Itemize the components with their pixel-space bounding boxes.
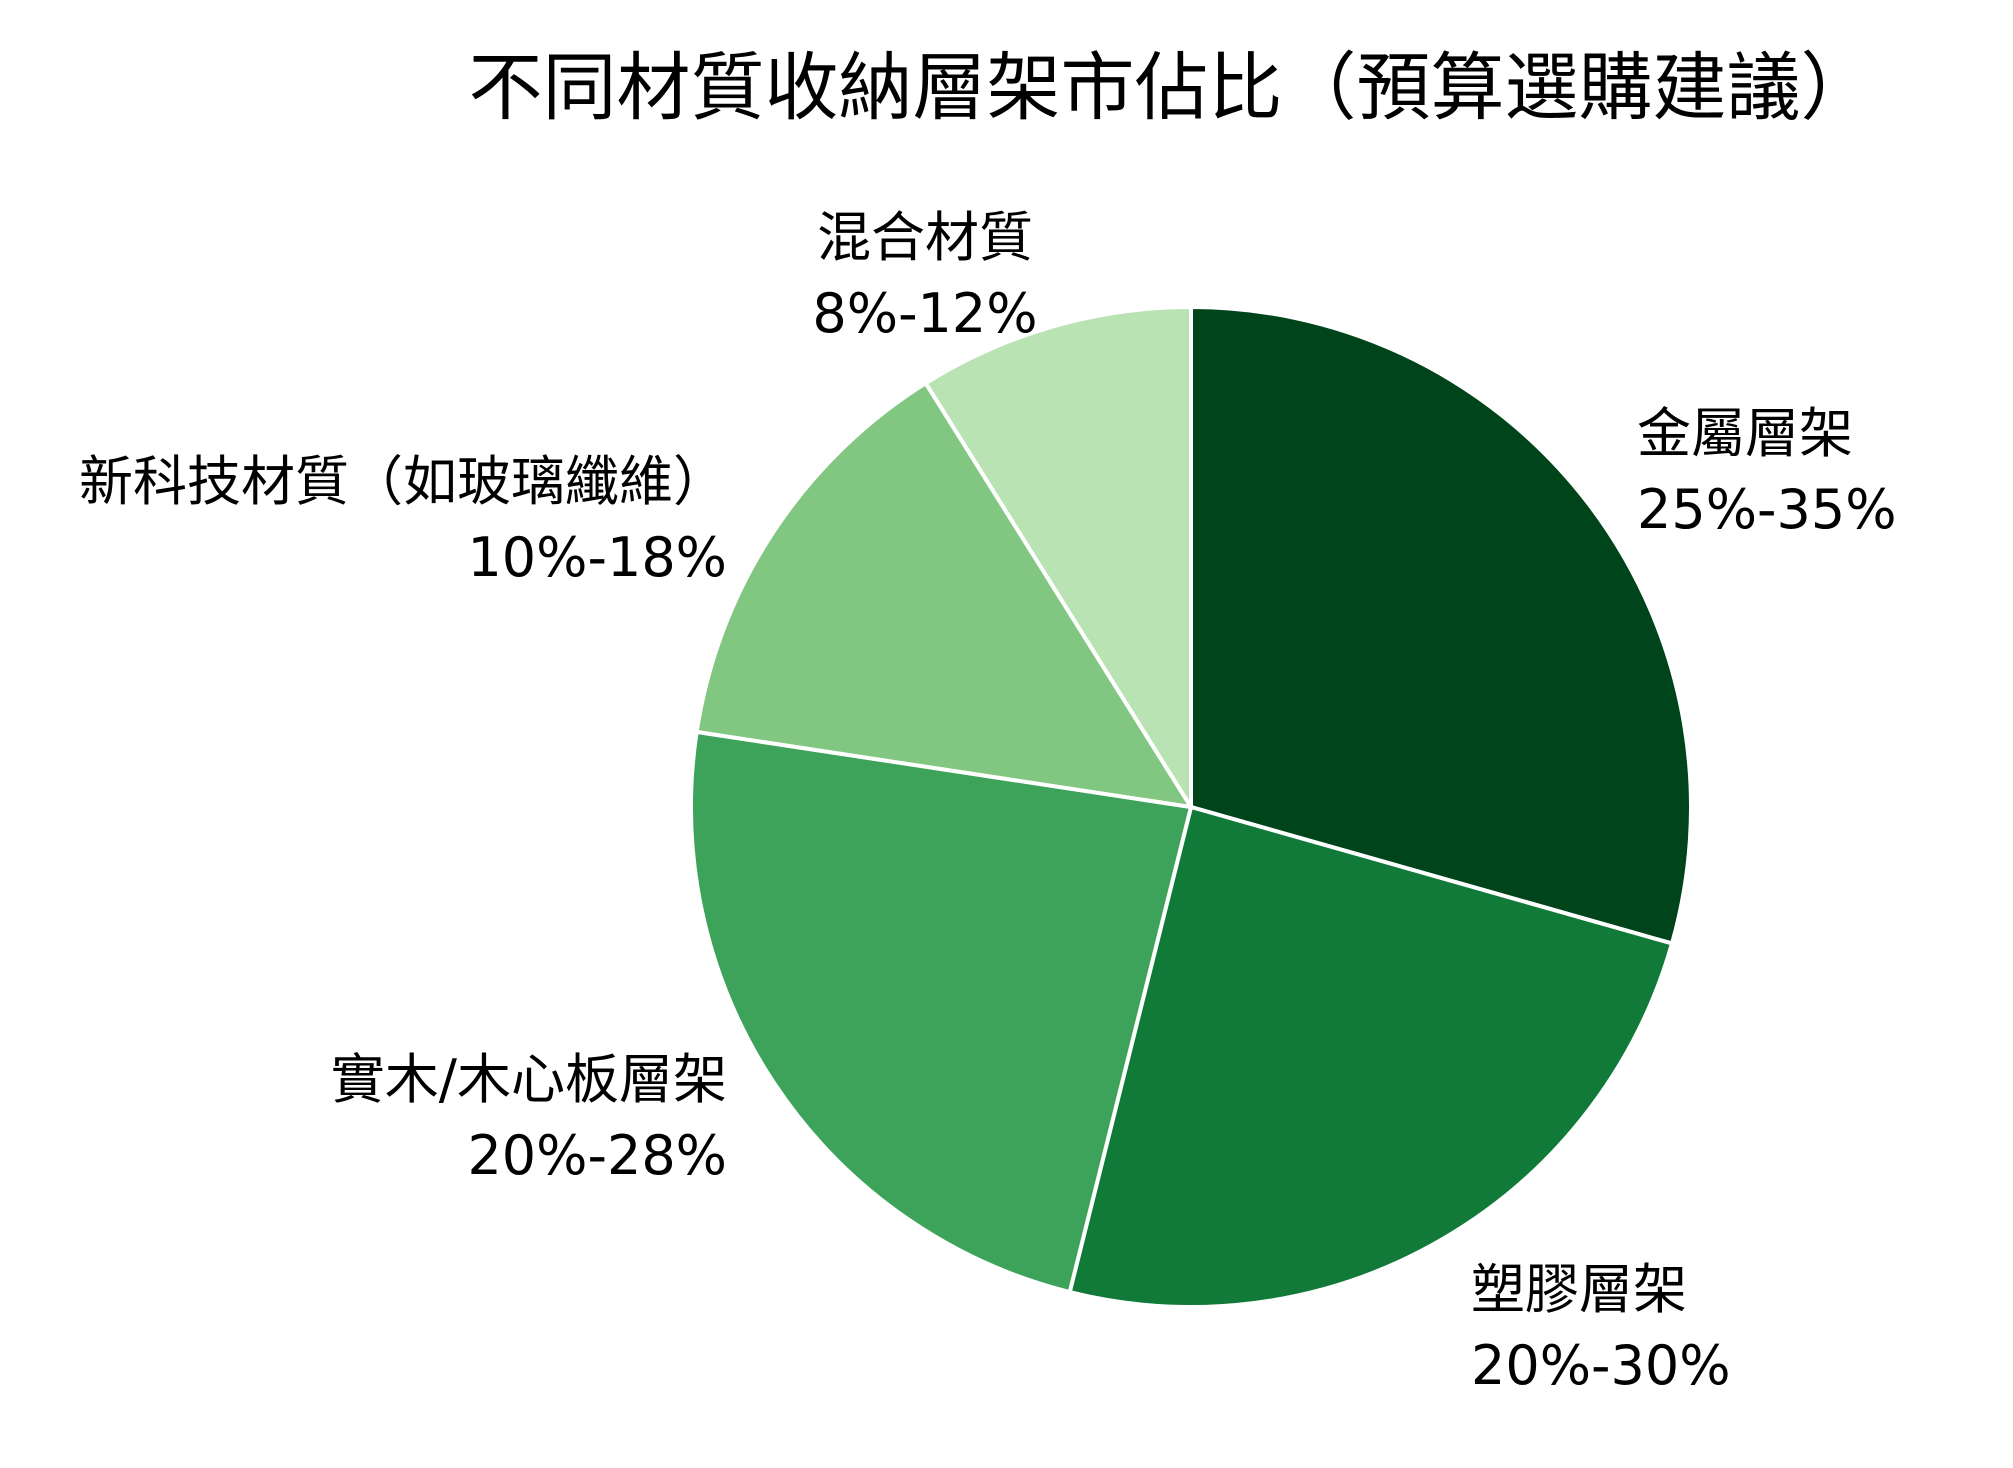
- slice-range: 20%-28%: [467, 1124, 727, 1187]
- slice-name: 塑膠層架: [1471, 1258, 1687, 1321]
- pie-slice: [1067, 805, 1675, 1309]
- slice-name: 新科技材質（如玻璃纖維）: [79, 450, 727, 513]
- slice-name: 混合材質: [817, 206, 1033, 269]
- pie-wedges: [688, 305, 1693, 1309]
- pie-slice: [923, 305, 1193, 809]
- slice-range: 10%-18%: [467, 526, 727, 589]
- label-wood-shelf: 實木/木心板層架 20%-28%: [331, 1042, 727, 1194]
- pie-slice: [1189, 305, 1693, 946]
- pie-slice: [688, 729, 1193, 1295]
- label-new-tech-material: 新科技材質（如玻璃纖維） 10%-18%: [79, 444, 727, 596]
- label-mixed-material: 混合材質 8%-12%: [805, 200, 1045, 352]
- label-plastic-shelf: 塑膠層架 20%-30%: [1471, 1252, 1731, 1404]
- chart-title: 不同材質收納層架市佔比（預算選購建議）: [468, 45, 1875, 131]
- label-metal-shelf: 金屬層架 25%-35%: [1637, 396, 1897, 548]
- slice-range: 25%-35%: [1637, 478, 1897, 541]
- slice-range: 8%-12%: [812, 282, 1038, 345]
- slice-name: 實木/木心板層架: [330, 1048, 727, 1111]
- slice-range: 20%-30%: [1471, 1334, 1731, 1397]
- slice-name: 金屬層架: [1637, 402, 1853, 465]
- pie-slice: [694, 381, 1193, 809]
